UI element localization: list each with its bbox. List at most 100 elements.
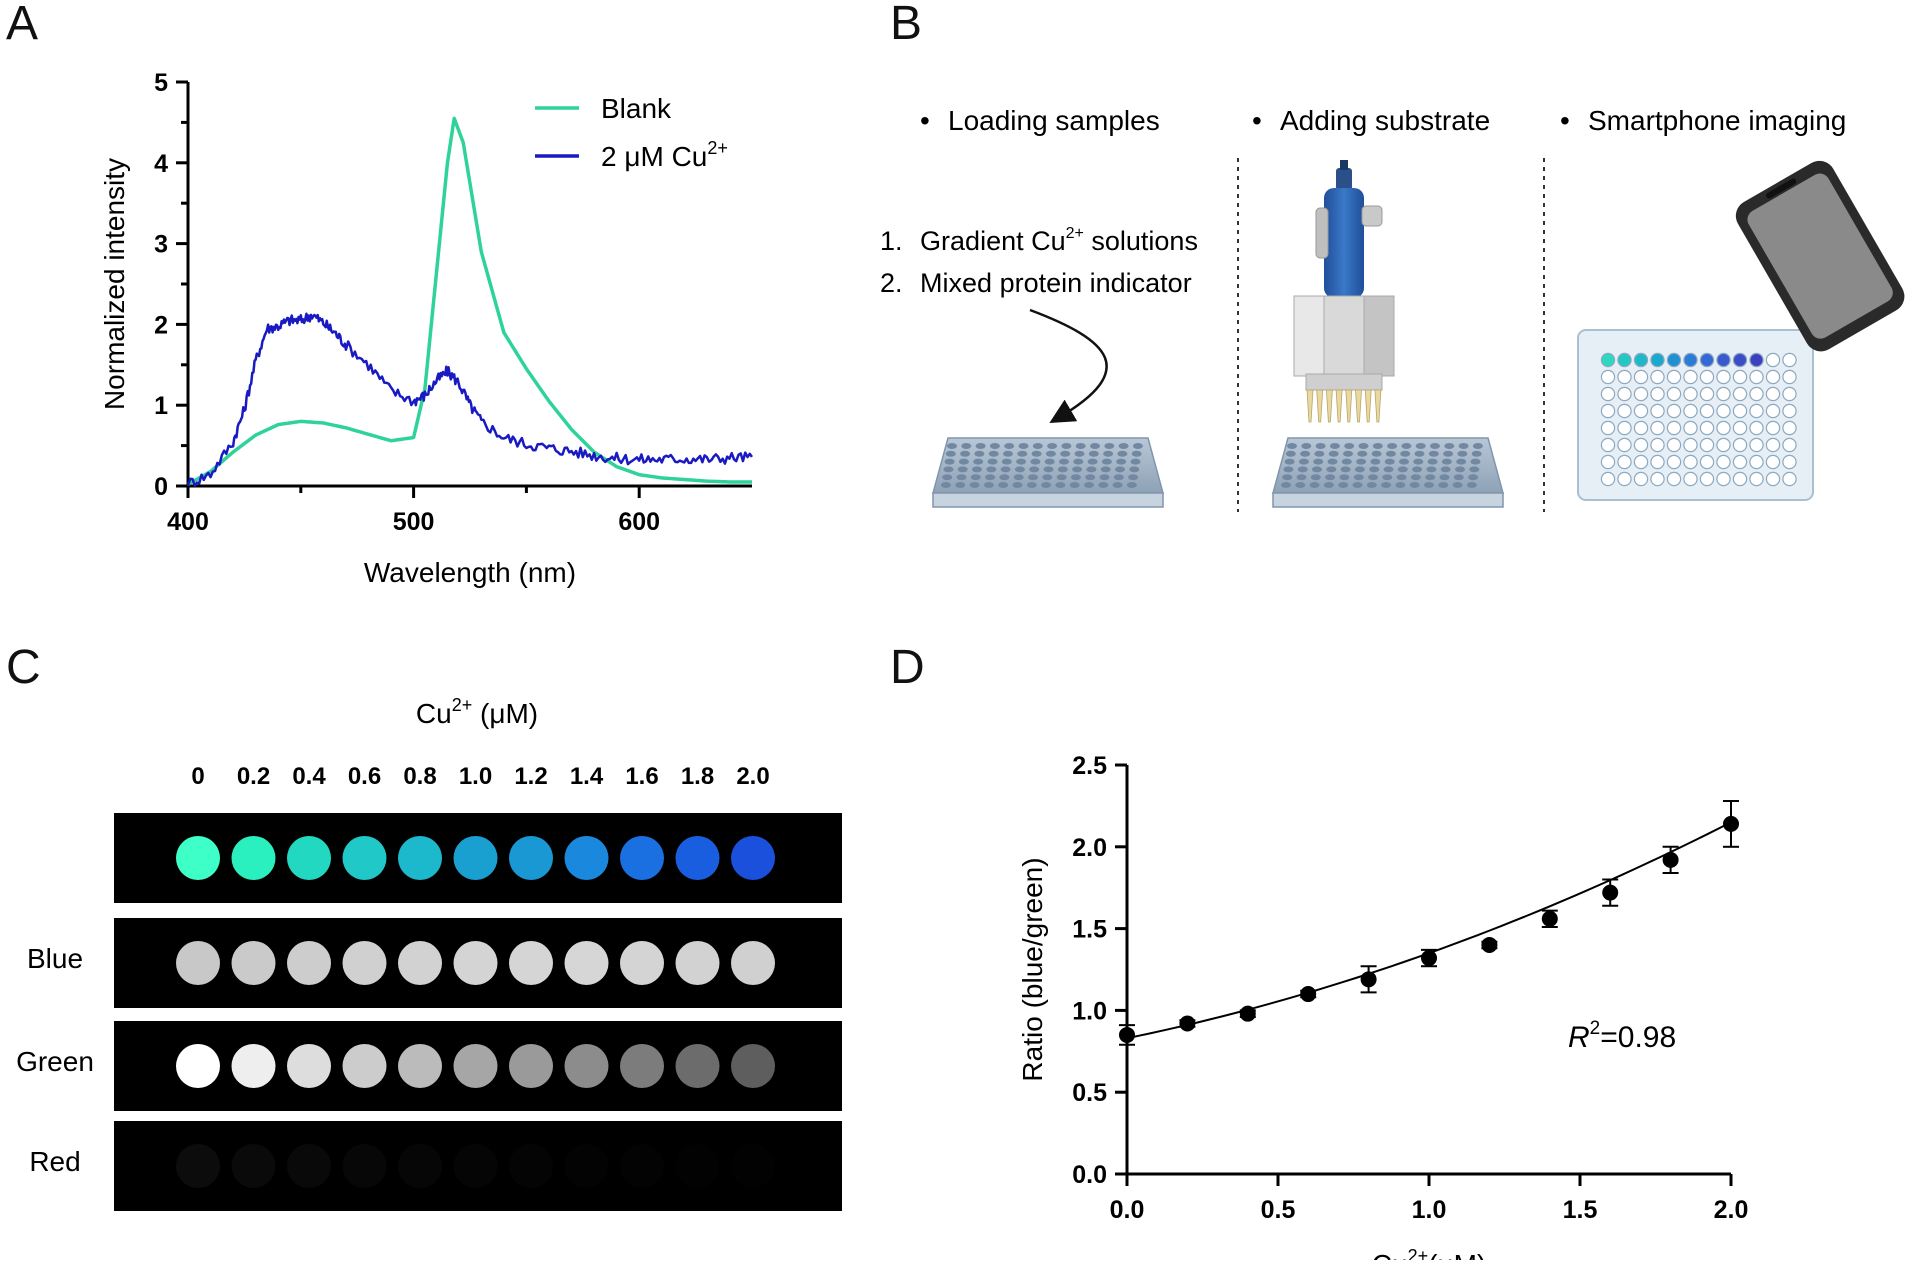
plate-hole bbox=[1395, 482, 1406, 488]
well bbox=[1782, 352, 1797, 368]
row-label: Blue bbox=[27, 943, 83, 974]
well bbox=[1732, 420, 1748, 436]
well bbox=[1749, 386, 1764, 402]
well bbox=[1633, 386, 1649, 402]
well-spot bbox=[731, 1044, 775, 1088]
well bbox=[1633, 471, 1649, 487]
plate-hole bbox=[1059, 458, 1069, 465]
instruction-1-num: 1. bbox=[880, 226, 903, 256]
plate-hole bbox=[1016, 458, 1027, 465]
plate-hole bbox=[1045, 450, 1056, 457]
y-tick-label: 0.0 bbox=[1072, 1161, 1107, 1189]
concentration-label: 1.6 bbox=[625, 763, 658, 790]
well-spot bbox=[342, 1044, 387, 1088]
data-point bbox=[1723, 815, 1739, 832]
plate-hole bbox=[1440, 466, 1451, 473]
well bbox=[1765, 454, 1781, 470]
well bbox=[1650, 352, 1665, 368]
plate-hole bbox=[1030, 458, 1041, 465]
well bbox=[1617, 403, 1632, 419]
plate-hole bbox=[1103, 450, 1114, 457]
well-spot bbox=[398, 941, 442, 985]
chart-d: 0.0 0.5 1.0 1.5 2.0 2.5 0.0 0.5 1.0 1.5 2.0 Cu2+(μM… bbox=[1017, 752, 1748, 1260]
plate-hole bbox=[1457, 450, 1468, 457]
well bbox=[1765, 403, 1781, 419]
well-spot bbox=[231, 1144, 276, 1188]
plate-hole bbox=[947, 443, 957, 449]
well bbox=[1699, 403, 1715, 419]
well bbox=[1782, 437, 1797, 453]
well bbox=[1732, 471, 1748, 487]
instruction-2-text: Mixed protein indicator bbox=[920, 268, 1192, 298]
step-2-bullet: • bbox=[1252, 105, 1262, 136]
plate-hole bbox=[1414, 450, 1425, 457]
plate-hole bbox=[1472, 443, 1483, 449]
plate-hole bbox=[1117, 450, 1128, 457]
plate-hole bbox=[1070, 474, 1081, 481]
y-tick-label: 1.0 bbox=[1072, 997, 1107, 1025]
plate-hole bbox=[944, 458, 955, 465]
well bbox=[1749, 403, 1764, 419]
well bbox=[1617, 386, 1632, 402]
well-spot bbox=[176, 1144, 220, 1188]
plate-hole bbox=[1471, 450, 1482, 457]
plate-hole bbox=[1128, 474, 1139, 481]
pipette-tip bbox=[1325, 389, 1333, 423]
plate-hole bbox=[1325, 474, 1336, 481]
plate-hole bbox=[1438, 482, 1449, 488]
plate-hole bbox=[1468, 474, 1479, 481]
multichannel-pipette-icon bbox=[1293, 160, 1395, 423]
well bbox=[1732, 437, 1748, 453]
plate-hole bbox=[1100, 466, 1111, 473]
plate-hole bbox=[1425, 474, 1436, 481]
well-spot bbox=[342, 1144, 387, 1188]
well-spot bbox=[620, 941, 664, 985]
well bbox=[1600, 420, 1616, 436]
pipette-tip bbox=[1345, 389, 1353, 423]
plate-hole bbox=[1112, 482, 1123, 488]
well bbox=[1765, 352, 1781, 368]
well bbox=[1683, 386, 1698, 402]
plate-hole bbox=[1387, 443, 1398, 449]
well-spot bbox=[287, 1044, 331, 1088]
plate-hole bbox=[1026, 482, 1037, 488]
well bbox=[1749, 437, 1764, 453]
plate-hole bbox=[1383, 466, 1394, 473]
plate-hole bbox=[1086, 466, 1097, 473]
well bbox=[1716, 420, 1731, 436]
well bbox=[1716, 454, 1731, 470]
plate-hole bbox=[1031, 450, 1042, 457]
well-spot bbox=[287, 836, 331, 880]
plate-hole bbox=[1427, 458, 1438, 465]
x-tick-label: 400 bbox=[167, 508, 209, 536]
data-point bbox=[1179, 1015, 1196, 1032]
row-label: Red bbox=[29, 1146, 80, 1177]
plate-hole bbox=[1385, 450, 1396, 457]
well-spot bbox=[731, 836, 775, 880]
plate-hole bbox=[1357, 450, 1368, 457]
well bbox=[1600, 437, 1616, 453]
well bbox=[1749, 454, 1764, 470]
plate-hole bbox=[955, 482, 966, 488]
plate-hole bbox=[1284, 458, 1295, 465]
well bbox=[1716, 437, 1731, 453]
well bbox=[1683, 420, 1698, 436]
well bbox=[1600, 403, 1616, 419]
x-axis-label: Cu2+(μM) bbox=[1372, 1246, 1486, 1260]
well bbox=[1716, 369, 1731, 385]
x-axis-label: Wavelength (nm) bbox=[364, 557, 576, 588]
plate-hole bbox=[1340, 466, 1351, 473]
series-line-blank bbox=[187, 116, 752, 486]
well bbox=[1650, 471, 1665, 487]
well bbox=[1666, 369, 1682, 385]
well bbox=[1617, 352, 1632, 368]
well-spot bbox=[287, 1144, 331, 1188]
plate-hole bbox=[988, 450, 999, 457]
plate-hole bbox=[1116, 458, 1127, 465]
plate-hole bbox=[1073, 458, 1084, 465]
plate-hole bbox=[1055, 482, 1066, 488]
well bbox=[1716, 352, 1731, 368]
step-2-label: Adding substrate bbox=[1280, 105, 1490, 136]
well bbox=[1617, 437, 1632, 453]
series-line-cu bbox=[186, 312, 754, 487]
